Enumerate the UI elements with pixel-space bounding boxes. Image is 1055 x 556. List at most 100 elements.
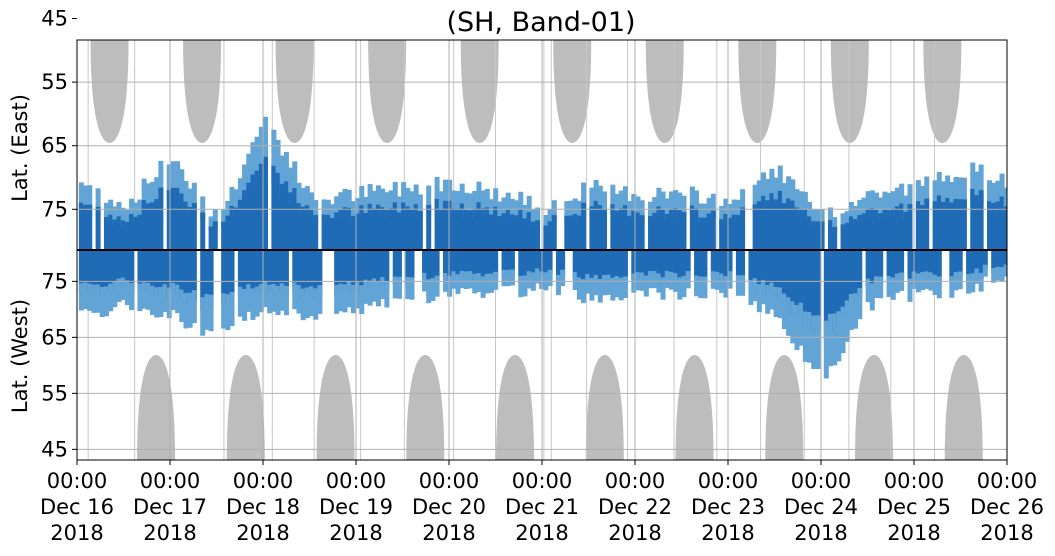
activity-cell-strong xyxy=(242,190,248,250)
activity-cell-strong xyxy=(543,250,549,279)
activity-cell-strong xyxy=(384,250,390,291)
activity-cell-strong xyxy=(844,222,850,250)
activity-cell-strong xyxy=(890,208,896,250)
activity-cell-strong xyxy=(1003,206,1007,250)
activity-cell-weak xyxy=(392,181,398,213)
activity-cell-weak xyxy=(886,192,892,219)
activity-cell-strong xyxy=(509,214,515,250)
activity-cell-weak xyxy=(334,196,340,221)
x-tick-label: 2018 xyxy=(794,521,847,545)
activity-cell-weak xyxy=(945,175,951,210)
activity-cell-strong xyxy=(150,202,156,250)
activity-cell-weak xyxy=(756,180,762,212)
activity-cell-strong xyxy=(869,208,875,250)
activity-cell-weak xyxy=(342,188,348,217)
activity-cell-weak xyxy=(447,179,453,212)
activity-cell-weak xyxy=(150,181,156,213)
activity-cell-weak xyxy=(802,311,808,362)
activity-cell-weak xyxy=(815,315,821,369)
x-tick-label: 00:00 xyxy=(791,469,852,493)
activity-cell-weak xyxy=(765,285,771,314)
activity-cell-weak xyxy=(355,282,361,309)
activity-cell-strong xyxy=(819,221,825,250)
activity-cell-strong xyxy=(158,187,164,250)
activity-cell-strong xyxy=(120,250,126,285)
activity-cell-weak xyxy=(363,279,369,304)
activity-cell-weak xyxy=(735,275,741,296)
activity-cell-strong xyxy=(263,250,268,290)
activity-cell-weak xyxy=(112,281,118,308)
activity-cell-strong xyxy=(781,250,787,306)
activity-cell-strong xyxy=(777,250,783,298)
activity-cell-weak xyxy=(622,186,628,215)
activity-cell-weak xyxy=(488,199,494,223)
no-coverage-west xyxy=(406,355,445,460)
x-tick-label: Dec 16 xyxy=(40,495,114,519)
activity-cell-weak xyxy=(827,207,833,227)
activity-cell-strong xyxy=(940,201,946,250)
activity-cell-weak xyxy=(622,276,628,299)
activity-cell-strong xyxy=(765,250,771,295)
activity-cell-weak xyxy=(254,136,260,188)
activity-cell-weak xyxy=(894,187,900,216)
activity-cell-weak xyxy=(769,282,775,310)
activity-cell-strong xyxy=(982,250,988,269)
activity-cell-weak xyxy=(430,278,436,301)
activity-cell-strong xyxy=(786,198,792,250)
plot-area xyxy=(77,40,1007,460)
activity-cell-strong xyxy=(551,215,557,250)
activity-cell-weak xyxy=(455,190,461,218)
activity-cell-weak xyxy=(576,200,582,223)
activity-cell-strong xyxy=(765,200,771,250)
activity-cell-strong xyxy=(970,250,976,280)
activity-cell-strong xyxy=(518,250,524,284)
x-tick-label: 2018 xyxy=(236,521,289,545)
x-tick-label: Dec 25 xyxy=(877,495,951,519)
activity-cell-strong xyxy=(874,250,880,284)
activity-cell-strong xyxy=(187,206,193,250)
y-tick-label: 55 xyxy=(41,381,68,405)
activity-cell-weak xyxy=(857,199,863,223)
activity-cell-weak xyxy=(572,198,578,222)
activity-cell-weak xyxy=(631,193,637,220)
activity-cell-strong xyxy=(807,250,813,329)
activity-cell-strong xyxy=(463,250,469,278)
activity-cell-weak xyxy=(175,161,181,202)
activity-cell-strong xyxy=(250,250,256,299)
activity-cell-weak xyxy=(112,206,118,227)
activity-cell-weak xyxy=(309,286,315,316)
activity-cell-strong xyxy=(334,250,340,295)
activity-cell-weak xyxy=(781,183,787,214)
activity-cell-strong xyxy=(103,216,109,250)
activity-cell-strong xyxy=(610,250,616,286)
activity-cell-strong xyxy=(225,250,231,307)
activity-cell-strong xyxy=(999,196,1005,250)
activity-cell-weak xyxy=(208,294,214,332)
activity-cell-weak xyxy=(225,200,231,224)
activity-cell-strong xyxy=(991,250,997,273)
x-tick-label: Dec 26 xyxy=(970,495,1044,519)
activity-cell-weak xyxy=(727,271,733,289)
activity-cell-strong xyxy=(275,172,281,250)
activity-cell-strong xyxy=(258,163,264,250)
activity-cell-strong xyxy=(175,250,181,295)
activity-cell-strong xyxy=(920,205,926,250)
activity-cell-strong xyxy=(392,202,398,250)
activity-cell-strong xyxy=(254,170,260,250)
activity-cell-strong xyxy=(853,250,859,306)
activity-cell-strong xyxy=(447,200,453,250)
activity-cell-weak xyxy=(890,277,896,300)
activity-cell-strong xyxy=(283,181,289,250)
activity-cell-weak xyxy=(606,274,612,295)
activity-cell-weak xyxy=(576,277,582,300)
activity-cell-strong xyxy=(585,250,591,281)
activity-cell-weak xyxy=(786,297,792,336)
activity-cell-weak xyxy=(191,290,197,324)
activity-cell-weak xyxy=(673,273,679,292)
activity-cell-strong xyxy=(212,221,218,250)
activity-cell-strong xyxy=(844,250,850,315)
activity-cell-weak xyxy=(798,302,804,346)
activity-cell-strong xyxy=(129,214,135,250)
activity-cell-strong xyxy=(434,198,440,250)
activity-cell-weak xyxy=(292,282,298,310)
